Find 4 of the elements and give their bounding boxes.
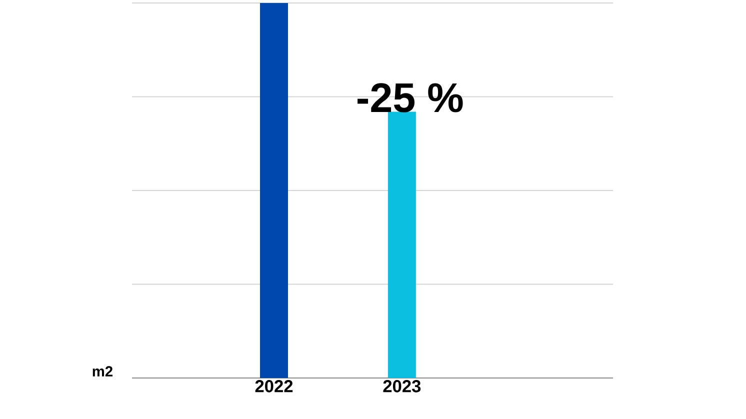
annotation: -25 % [358,83,463,112]
text: m2 [92,366,112,376]
x-tick-label: 2023 [383,380,421,392]
x-tick-label: 2022 [255,380,293,392]
